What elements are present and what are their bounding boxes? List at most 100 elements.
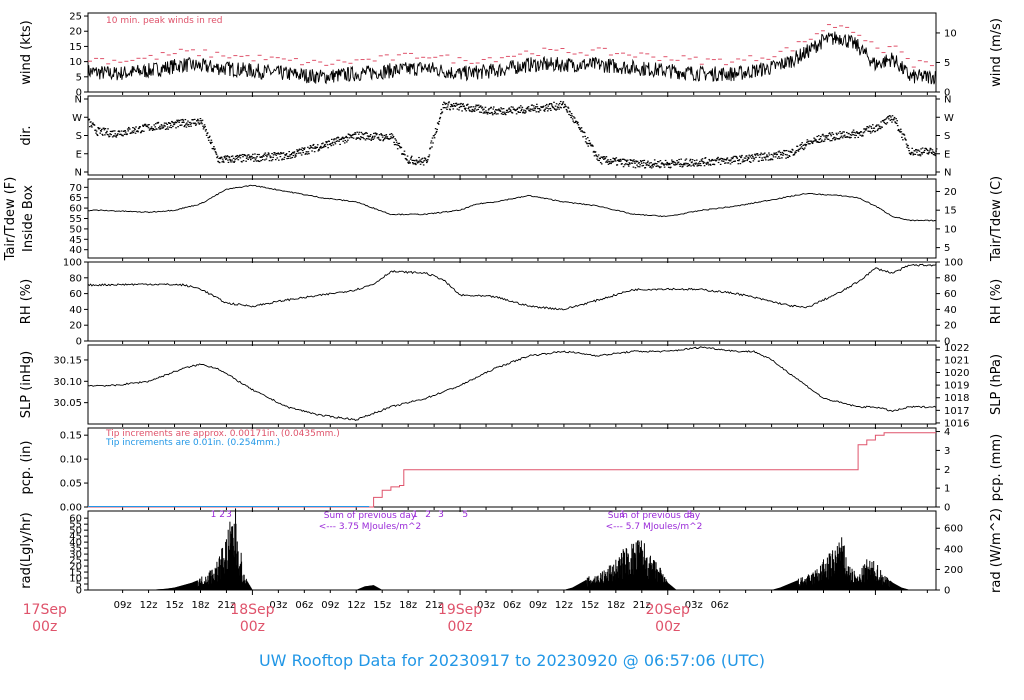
pcp-left-tick-label: 0.10 xyxy=(60,455,82,466)
x-tick-label: 09z xyxy=(529,600,547,611)
rad-left-tick-label: 60 xyxy=(69,514,82,525)
x-day-label-time: 00z xyxy=(447,619,472,635)
slp-ylabel-right: SLP (hPa) xyxy=(989,354,1004,415)
rh-left-tick-label: 20 xyxy=(69,321,82,332)
rad-ylabel-left: rad(Lgly/hr) xyxy=(19,512,34,588)
slp-right-tick-label: 1019 xyxy=(944,381,969,392)
x-tick-label: 15z xyxy=(373,600,391,611)
rh-right-tick-label: 100 xyxy=(944,258,963,269)
slp-line xyxy=(87,346,936,421)
rad-left-tick-label: 25 xyxy=(69,556,82,567)
rad-left-tick-label: 55 xyxy=(69,520,82,531)
rad-peak-label: 5 xyxy=(462,510,468,520)
rh-left-tick-label: 60 xyxy=(69,289,82,300)
temp-left-tick-label: 65 xyxy=(69,193,82,204)
dir-left-tick-label: E xyxy=(76,149,82,160)
x-tick-label: 09z xyxy=(114,600,132,611)
rad-peak-label: 1 xyxy=(412,510,418,520)
rad-peak-label: 1 xyxy=(620,510,626,520)
temp-ylabel-left: Tair/Tdew (F) xyxy=(3,177,18,262)
wind-left-tick-label: 15 xyxy=(69,42,82,53)
x-day-label-date: 19Sep xyxy=(438,602,482,618)
rh-left-tick-label: 0 xyxy=(76,337,82,348)
pcp-right-tick-label: 3 xyxy=(944,446,950,457)
temp-left-tick-label: 45 xyxy=(69,235,82,246)
rh-ylabel-left: RH (%) xyxy=(19,279,34,324)
wind-left-tick-label: 20 xyxy=(69,27,82,38)
pcp-left-tick-label: 0.00 xyxy=(60,503,82,514)
dir-right-tick-label: S xyxy=(944,131,950,142)
dir-right-tick-label: N xyxy=(944,168,951,179)
rh-right-tick-label: 0 xyxy=(944,337,950,348)
panel-frame-2 xyxy=(87,178,937,259)
panel-frames xyxy=(84,12,940,595)
pcp-right-tick-label: 2 xyxy=(944,465,950,476)
wind-peak-annotation: 10 min. peak winds in red xyxy=(106,16,223,26)
slp-left-tick-label: 30.15 xyxy=(53,355,82,366)
rad-sum-day1-line2: <--- 3.75 MJoules/m^2 xyxy=(319,522,421,532)
rad-left-tick-label: 5 xyxy=(76,580,82,591)
rad-ylabel-right: rad (W/m^2) xyxy=(989,508,1004,593)
rad-left-tick-label: 30 xyxy=(69,550,82,561)
rad-left-tick-label: 45 xyxy=(69,532,82,543)
wind-left-tick-label: 25 xyxy=(69,12,82,23)
rad-left-tick-label: 0 xyxy=(76,586,82,597)
x-day-label-time: 00z xyxy=(32,619,57,635)
pcp-ylabel-right: pcp. (mm) xyxy=(989,434,1004,501)
slp-left-tick-label: 30.05 xyxy=(53,398,82,409)
temp-left-tick-label: 60 xyxy=(69,204,82,215)
dir-left-tick-label: N xyxy=(75,168,82,179)
x-tick-label: 12z xyxy=(140,600,158,611)
dir-left-tick-label: S xyxy=(76,131,82,142)
wind-left-tick-label: 5 xyxy=(76,72,82,83)
x-tick-label: 03z xyxy=(685,600,703,611)
dir-right-tick-label: N xyxy=(944,95,951,106)
wind-speed-line xyxy=(87,31,937,85)
rad-sum-day2-line2: <--- 5.7 MJoules/m^2 xyxy=(606,522,703,532)
wind-right-tick-label: 5 xyxy=(944,58,950,69)
rad-sum-day2-line1: Sum of previous day xyxy=(608,511,701,521)
temperature-line xyxy=(87,184,936,222)
dir-left-tick-label: W xyxy=(72,113,82,124)
rad-peak-label: 2 xyxy=(219,510,225,520)
rad-peak-label: 3 xyxy=(438,510,444,520)
temp-left-tick-label: 70 xyxy=(69,183,82,194)
x-day-label-date: 20Sep xyxy=(646,602,690,618)
rh-right-tick-label: 80 xyxy=(944,273,957,284)
data-layer xyxy=(87,24,938,590)
rad-left-tick-label: 50 xyxy=(69,526,82,537)
panel-frame-4 xyxy=(87,344,937,425)
slp-right-tick-label: 1017 xyxy=(944,406,969,417)
pcp-right-tick-label: 0 xyxy=(944,503,950,514)
slp-right-tick-label: 1021 xyxy=(944,355,969,366)
pcp-left-tick-label: 0.05 xyxy=(60,479,82,490)
wind-ylabel-right: wind (m/s) xyxy=(989,18,1004,87)
pcp-left-tick-label: 0.15 xyxy=(60,431,82,442)
temp-right-tick-label: 5 xyxy=(944,243,950,254)
slp-right-tick-label: 1020 xyxy=(944,368,969,379)
rad-left-tick-label: 15 xyxy=(69,568,82,579)
rad-left-tick-label: 20 xyxy=(69,562,82,573)
rh-left-tick-label: 40 xyxy=(69,305,82,316)
rh-line xyxy=(87,263,936,311)
x-day-label-date: 18Sep xyxy=(230,602,274,618)
rad-left-tick-label: 10 xyxy=(69,574,82,585)
x-tick-label: 15z xyxy=(581,600,599,611)
temp-ylabel-left2: Inside Box xyxy=(21,185,36,252)
x-tick-label: 03z xyxy=(477,600,495,611)
x-day-label-time: 00z xyxy=(240,619,265,635)
pcp-right-tick-label: 1 xyxy=(944,484,950,495)
temp-left-tick-label: 50 xyxy=(69,224,82,235)
temp-right-tick-label: 15 xyxy=(944,206,957,217)
rad-right-tick-label: 0 xyxy=(944,586,950,597)
dir-ylabel-left: dir. xyxy=(19,125,34,145)
rh-left-tick-label: 100 xyxy=(63,258,82,269)
x-tick-label: 03z xyxy=(269,600,287,611)
dir-right-tick-label: E xyxy=(944,149,950,160)
wind-right-tick-label: 10 xyxy=(944,28,957,39)
x-tick-label: 15z xyxy=(166,600,184,611)
temp-ylabel-right: Tair/Tdew (C) xyxy=(989,176,1004,262)
dir-left-tick-label: N xyxy=(75,95,82,106)
rh-right-tick-label: 40 xyxy=(944,305,957,316)
